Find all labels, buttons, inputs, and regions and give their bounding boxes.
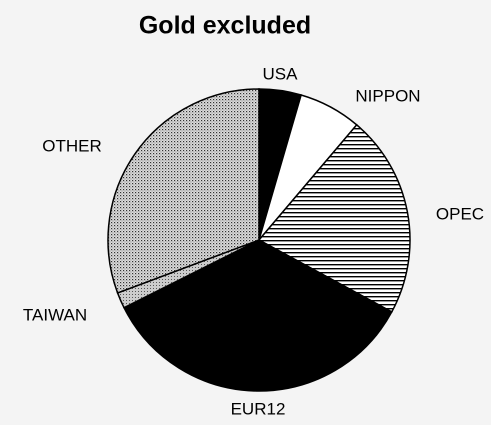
slice-label: OPEC (436, 204, 484, 223)
pie-slice (123, 239, 393, 392)
slice-label: NIPPON (355, 86, 420, 105)
slice-label: OTHER (42, 136, 102, 155)
chart-title: Gold excluded (139, 12, 311, 40)
pie-slice (257, 123, 411, 313)
pie-slice (107, 88, 260, 294)
slice-label: TAIWAN (23, 305, 87, 324)
slice-label: USA (263, 64, 299, 83)
slice-label: EUR12 (231, 399, 286, 418)
